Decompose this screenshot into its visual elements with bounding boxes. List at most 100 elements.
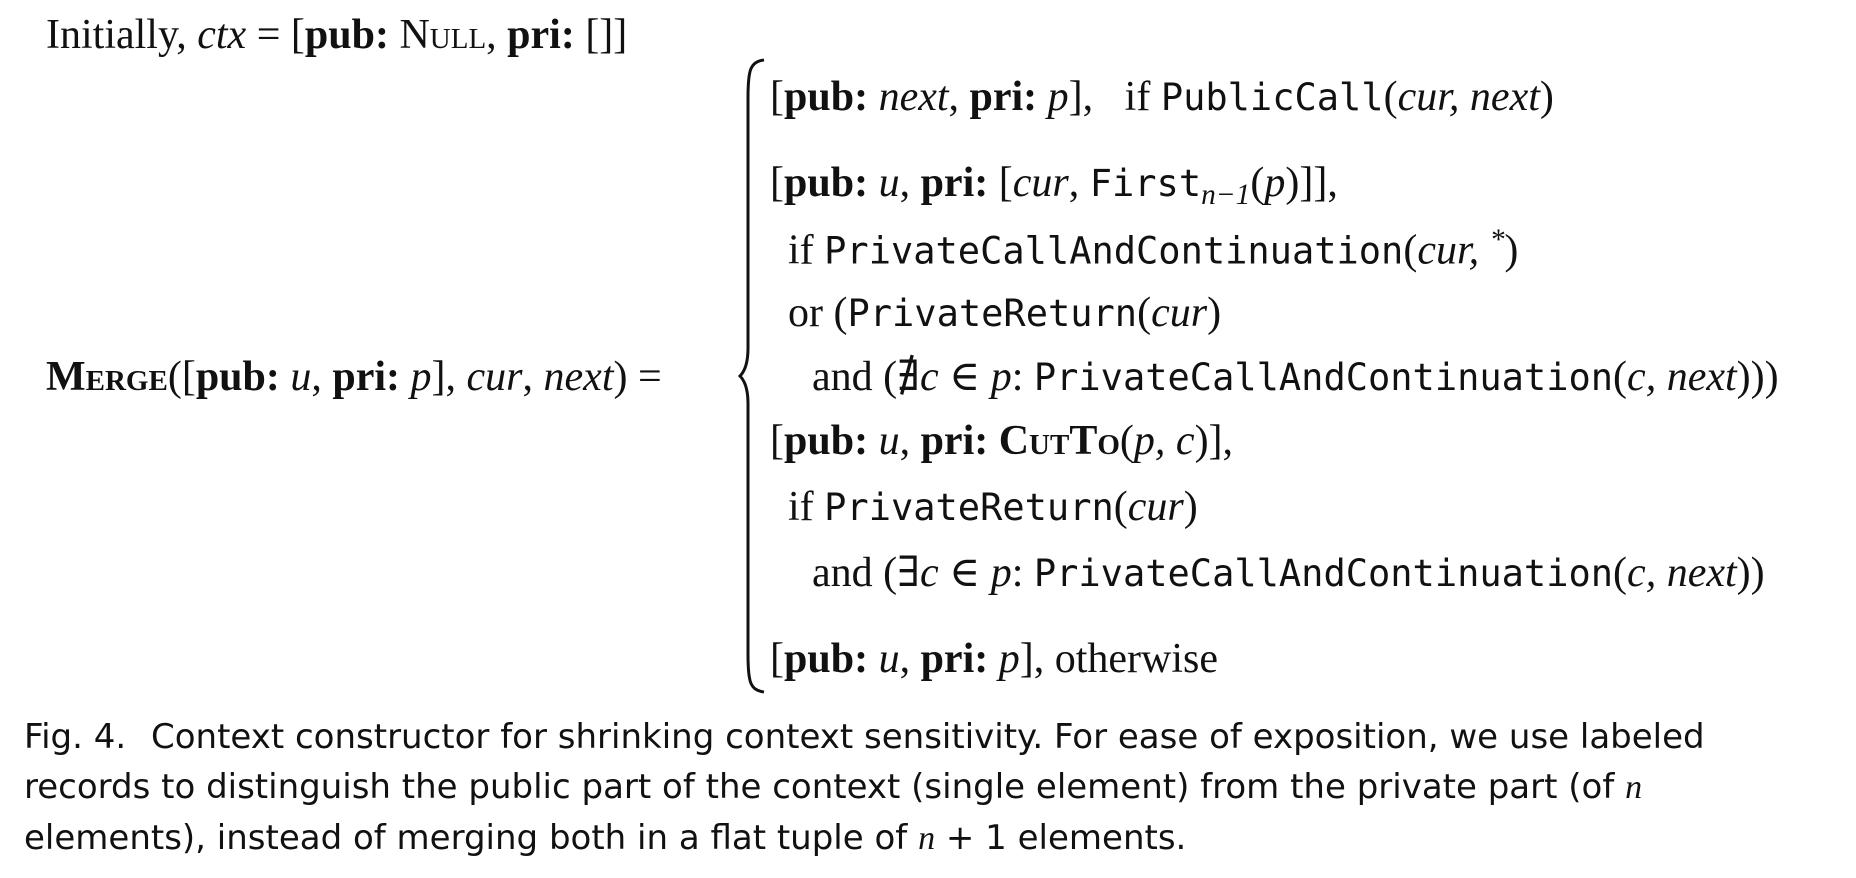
- cur-var: cur: [1151, 290, 1208, 336]
- u-var: u: [878, 418, 900, 464]
- private-call-fn: PrivateCallAndContinuation: [1033, 552, 1614, 595]
- paren: ): [1504, 227, 1519, 274]
- p-var: p: [990, 550, 1012, 596]
- next-var: next: [878, 74, 949, 120]
- case-otherwise: [pub: u, pri: p], otherwise: [770, 638, 1218, 680]
- comma: ,: [522, 354, 534, 400]
- case-private-cond-and: and (∄c ∈ p: PrivateCallAndContinuation(…: [812, 356, 1779, 398]
- comma: ,: [1068, 160, 1080, 206]
- open-bracket: [: [770, 636, 784, 682]
- pri-label: pri:: [332, 354, 401, 400]
- element-of-symbol: ∈: [949, 550, 981, 596]
- pri-label: pri:: [969, 74, 1038, 120]
- pub-label: pub:: [784, 418, 869, 464]
- close-bracket: ]: [613, 12, 628, 58]
- open-bracket: [: [290, 12, 305, 58]
- close-bracket: ]],: [1299, 160, 1338, 206]
- colon: :: [1011, 550, 1024, 596]
- args: p, c: [1133, 418, 1195, 464]
- case-private-cond-if: if PrivateCallAndContinuation(cur, *): [788, 225, 1519, 274]
- caption-text-2: elements), instead of merging both in a …: [24, 818, 908, 858]
- p-var: p: [990, 354, 1012, 400]
- private-return-fn: PrivateReturn: [847, 292, 1138, 335]
- and-keyword: and (: [812, 354, 898, 400]
- private-call-fn: PrivateCallAndContinuation: [1033, 356, 1614, 399]
- case-cutto-value: [pub: u, pri: CutTo(p, c)],: [770, 420, 1233, 462]
- equals-sign: =: [637, 354, 662, 400]
- pri-label: pri:: [920, 636, 989, 682]
- or-keyword: or (: [788, 290, 848, 336]
- paren: )): [1736, 550, 1765, 596]
- element-of-symbol: ∈: [949, 354, 981, 400]
- paren: (: [1613, 550, 1628, 596]
- u-var: u: [878, 160, 900, 206]
- null-value: Null: [399, 12, 487, 58]
- p-var: p: [410, 354, 432, 400]
- cutto-fn: CutTo: [998, 418, 1120, 464]
- first-subscript: n−1: [1201, 179, 1251, 212]
- cases-brace: [738, 58, 765, 694]
- pri-label: pri:: [507, 12, 575, 58]
- initially-word: Initially,: [46, 12, 187, 58]
- c-var: c: [919, 354, 939, 400]
- c-var: c: [919, 550, 939, 596]
- ctx-symbol: ctx: [197, 12, 247, 58]
- paren: (: [1113, 484, 1128, 530]
- paren: (: [1119, 418, 1134, 464]
- pub-label: pub:: [784, 636, 869, 682]
- paren: ): [1183, 484, 1198, 530]
- paren: (: [1403, 227, 1418, 274]
- open-bracket: [: [770, 418, 784, 464]
- paren: ): [1539, 74, 1554, 120]
- args-close: ): [613, 354, 628, 400]
- merge-function-name: Merge: [46, 354, 168, 400]
- merge-definition-lhs: Merge([pub: u, pri: p], cur, next) =: [46, 356, 662, 398]
- case-private-value: [pub: u, pri: [cur, Firstn−1(p)]],: [770, 162, 1338, 211]
- paren: (: [1250, 160, 1265, 206]
- open-bracket: [: [770, 74, 784, 120]
- args-mid: ],: [431, 354, 457, 400]
- open-bracket: [: [998, 160, 1013, 206]
- otherwise-keyword: otherwise: [1054, 636, 1219, 682]
- pub-label: pub:: [784, 74, 869, 120]
- comma: ,: [486, 12, 497, 58]
- first-fn: First: [1089, 162, 1202, 205]
- cur-var: cur: [466, 354, 523, 400]
- paren: ))): [1736, 354, 1779, 400]
- case-cutto-cond-and: and (∃c ∈ p: PrivateCallAndContinuation(…: [812, 552, 1765, 594]
- exists-symbol: ∃: [897, 550, 920, 596]
- args: cur, next: [1397, 74, 1540, 120]
- args: c, next: [1627, 550, 1737, 596]
- paren: ): [1285, 160, 1300, 206]
- open-bracket: [: [770, 160, 784, 206]
- p-var: p: [1264, 160, 1286, 206]
- close-bracket: ],: [1068, 74, 1094, 120]
- colon: :: [1011, 354, 1024, 400]
- private-return-fn: PrivateReturn: [824, 486, 1114, 529]
- figure-label: Fig. 4.: [24, 717, 127, 757]
- initial-context-definition: Initially, ctx = [pub: Null, pri: []]: [46, 14, 627, 56]
- caption-text-3: + 1 elements.: [945, 818, 1187, 858]
- comma: ,: [899, 636, 911, 682]
- case-cutto-cond-if: if PrivateReturn(cur): [788, 486, 1198, 528]
- figure-caption: Fig. 4. Context constructor for shrinkin…: [24, 712, 1834, 864]
- case-public-call: [pub: next, pri: p], if PublicCall(cur, …: [770, 76, 1554, 118]
- public-call-fn: PublicCall: [1160, 76, 1384, 119]
- args-open: ([: [167, 354, 196, 400]
- and-keyword: and (: [812, 550, 898, 596]
- p-var: p: [1047, 74, 1069, 120]
- u-var: u: [878, 636, 900, 682]
- cur-var: cur: [1012, 160, 1069, 206]
- close-bracket: )],: [1194, 418, 1234, 464]
- comma: ,: [948, 74, 960, 120]
- not-exists-symbol: ∄: [897, 354, 920, 400]
- private-call-fn: PrivateCallAndContinuation: [824, 229, 1404, 273]
- pub-label: pub:: [195, 354, 280, 400]
- if-keyword: if: [788, 484, 814, 530]
- args: c, next: [1627, 354, 1737, 400]
- pri-label: pri:: [920, 160, 989, 206]
- if-keyword: if: [1124, 74, 1151, 120]
- paren: (: [1613, 354, 1628, 400]
- p-var: p: [998, 636, 1020, 682]
- pri-label: pri:: [920, 418, 989, 464]
